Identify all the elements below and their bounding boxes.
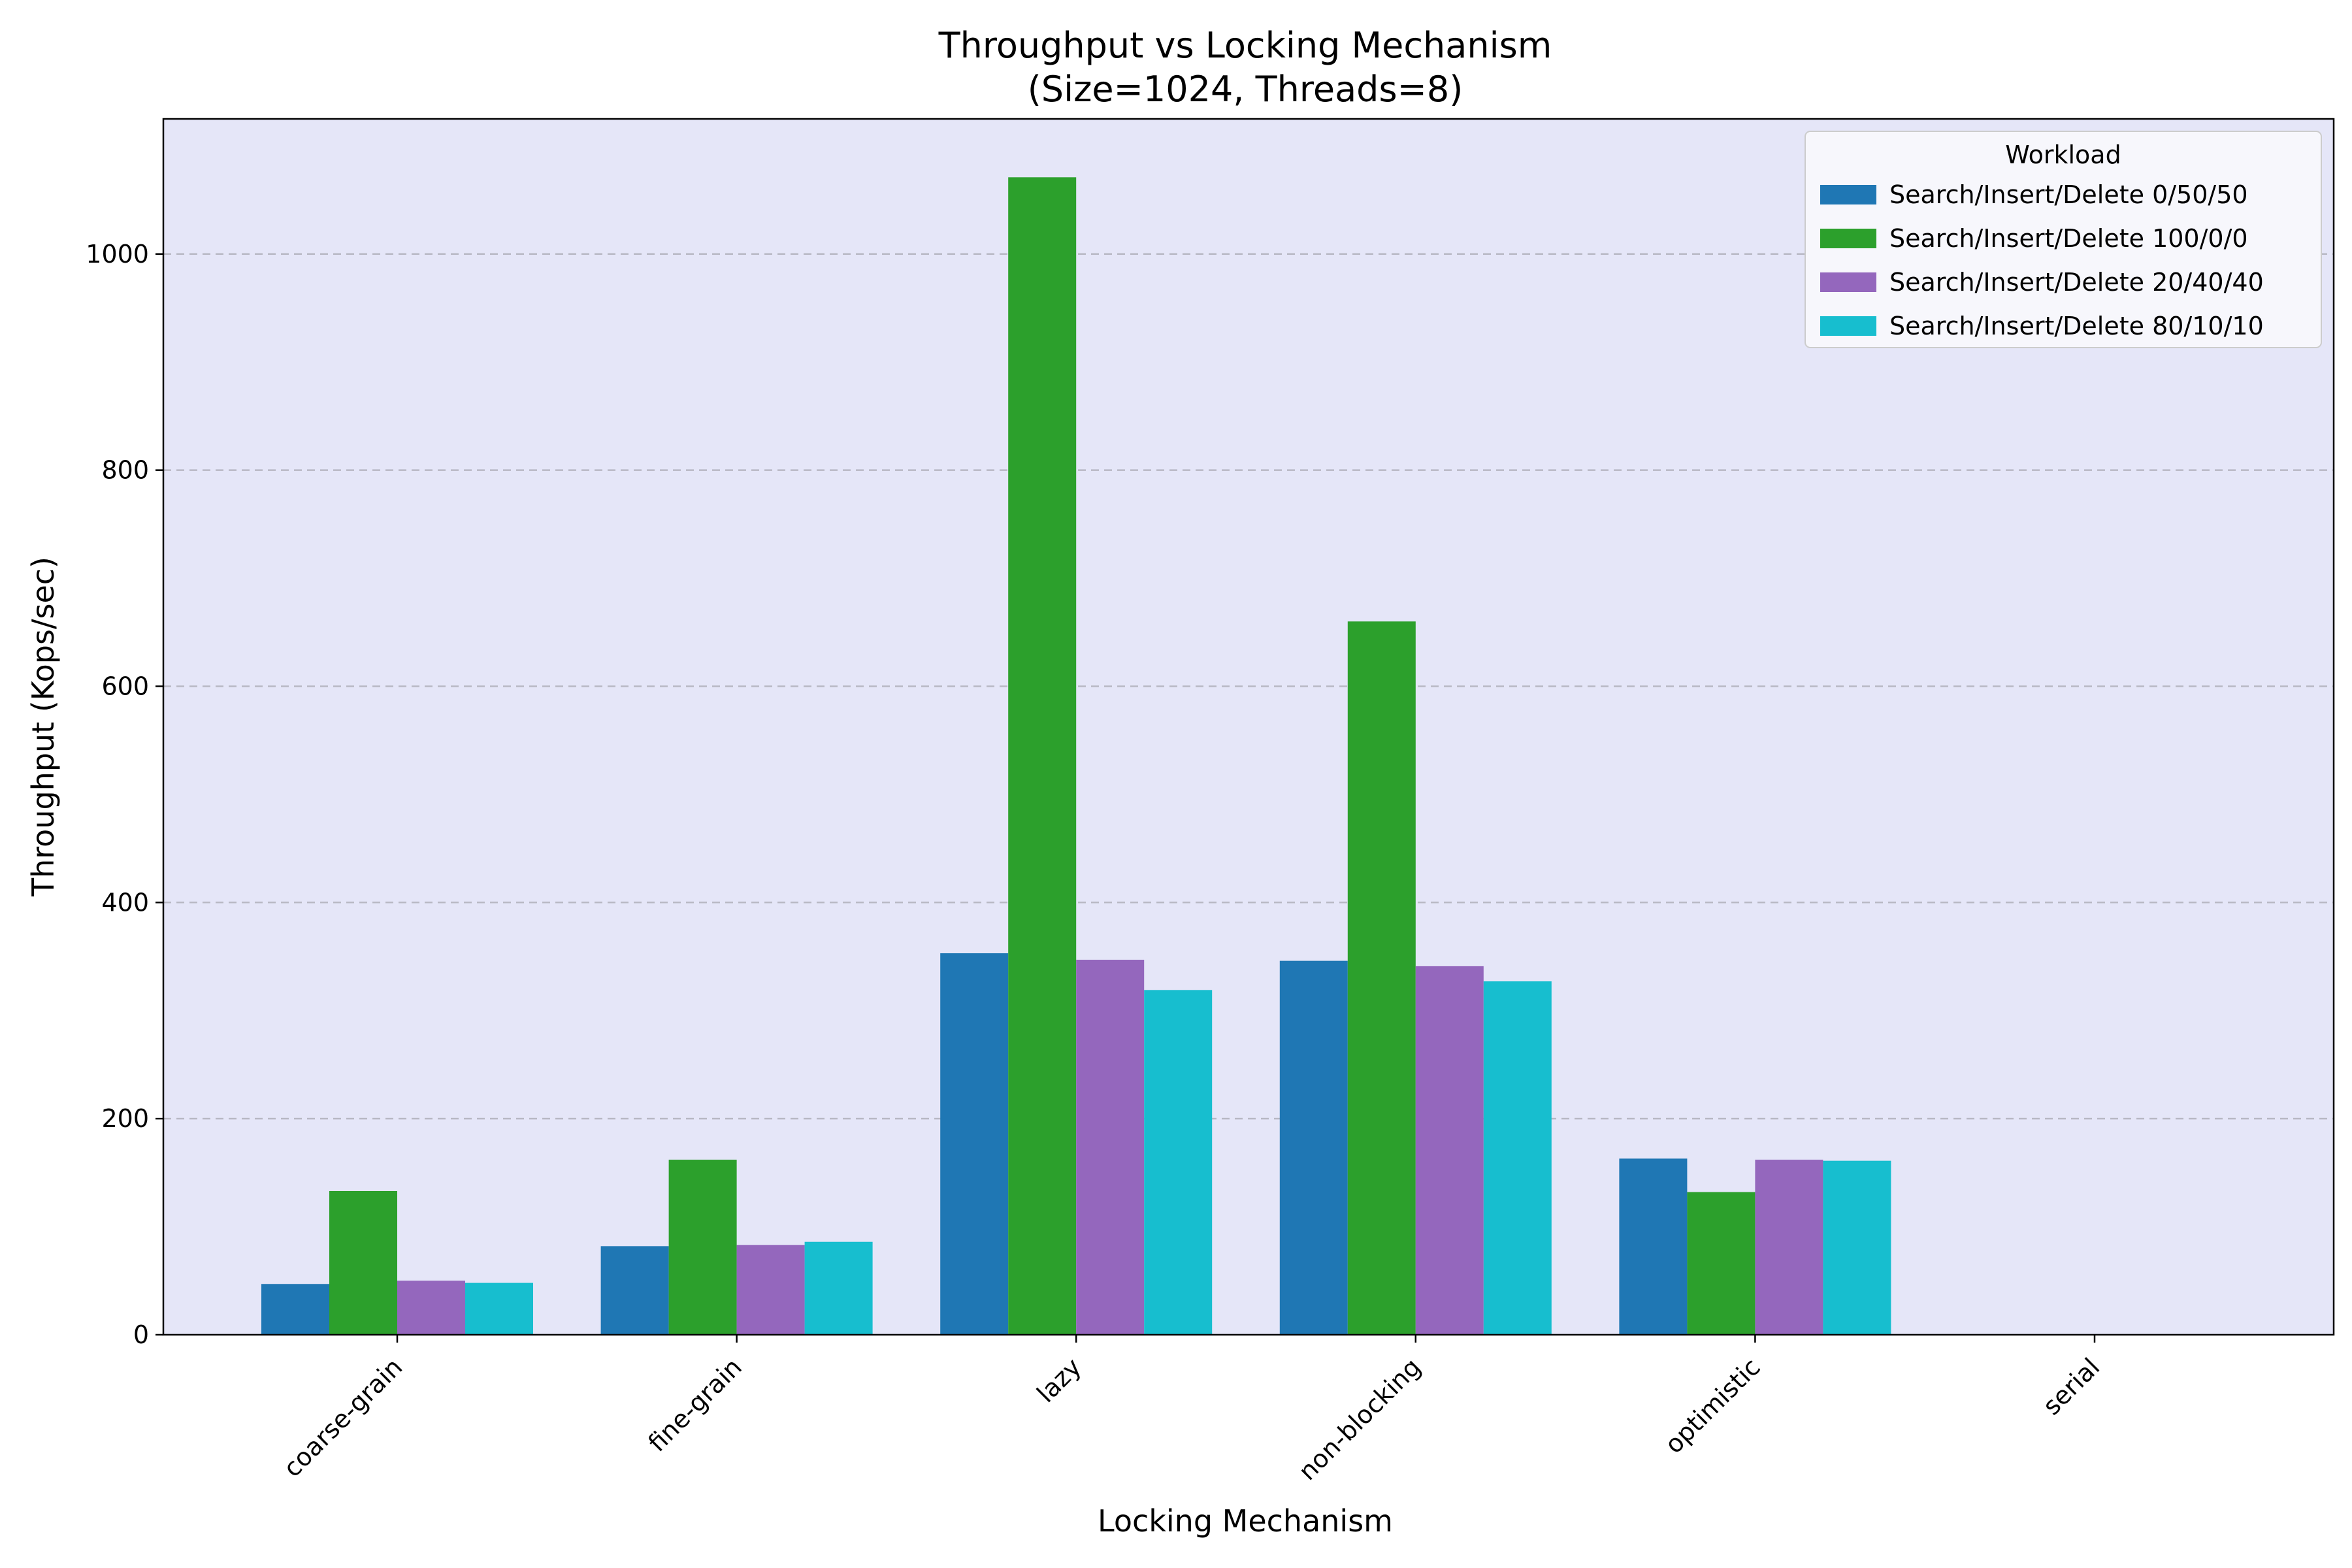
chart-title: Throughput vs Locking Mechanism bbox=[938, 25, 1552, 66]
bar bbox=[465, 1282, 533, 1335]
bar bbox=[1755, 1160, 1823, 1335]
legend-swatch bbox=[1820, 316, 1876, 336]
legend-swatch bbox=[1820, 272, 1876, 292]
bar bbox=[1347, 621, 1416, 1335]
bar bbox=[1823, 1160, 1891, 1335]
legend-box bbox=[1805, 131, 2322, 348]
bar bbox=[1076, 959, 1145, 1335]
legend-swatch bbox=[1820, 229, 1876, 248]
bar bbox=[736, 1245, 805, 1335]
legend-swatch bbox=[1820, 185, 1876, 204]
y-axis-ticks: 0 200 400 600 800 1000 bbox=[86, 240, 163, 1349]
legend-label: Search/Insert/Delete 80/10/10 bbox=[1889, 312, 2264, 340]
y-axis-label: Throughput (Kops/sec) bbox=[25, 557, 61, 897]
bar bbox=[940, 953, 1009, 1335]
plot-frame bbox=[162, 118, 2335, 1336]
legend-items: Search/Insert/Delete 0/50/50 Search/Inser… bbox=[1820, 180, 2264, 340]
bar bbox=[1619, 1158, 1688, 1335]
bar bbox=[1144, 990, 1213, 1335]
chart-subtitle: (Size=1024, Threads=8) bbox=[1028, 69, 1463, 110]
x-axis-label: Locking Mechanism bbox=[1098, 1503, 1393, 1539]
bar bbox=[1008, 177, 1077, 1335]
bar bbox=[1687, 1192, 1756, 1335]
y-tick-label: 200 bbox=[101, 1104, 149, 1133]
legend-title: Workload bbox=[2005, 140, 2121, 169]
bar bbox=[804, 1241, 873, 1335]
legend-label: Search/Insert/Delete 100/0/0 bbox=[1889, 224, 2248, 253]
bar bbox=[329, 1190, 397, 1335]
y-tick-label: 1000 bbox=[86, 240, 149, 269]
bar bbox=[1279, 960, 1348, 1335]
bar bbox=[1415, 966, 1484, 1335]
legend-label: Search/Insert/Delete 0/50/50 bbox=[1889, 180, 2248, 209]
bar bbox=[397, 1281, 465, 1335]
bar bbox=[261, 1284, 329, 1335]
y-tick-label: 600 bbox=[101, 672, 149, 700]
bars bbox=[261, 177, 1891, 1335]
y-tick-label: 400 bbox=[101, 888, 149, 917]
legend: Workload Search/Insert/Delete 0/50/50Sea… bbox=[1805, 131, 2322, 348]
y-tick-label: 0 bbox=[133, 1320, 149, 1349]
bar bbox=[668, 1160, 737, 1335]
bar bbox=[1483, 981, 1552, 1335]
legend-label: Search/Insert/Delete 20/40/40 bbox=[1889, 268, 2264, 297]
y-tick-label: 800 bbox=[101, 456, 149, 485]
bar bbox=[600, 1246, 669, 1335]
